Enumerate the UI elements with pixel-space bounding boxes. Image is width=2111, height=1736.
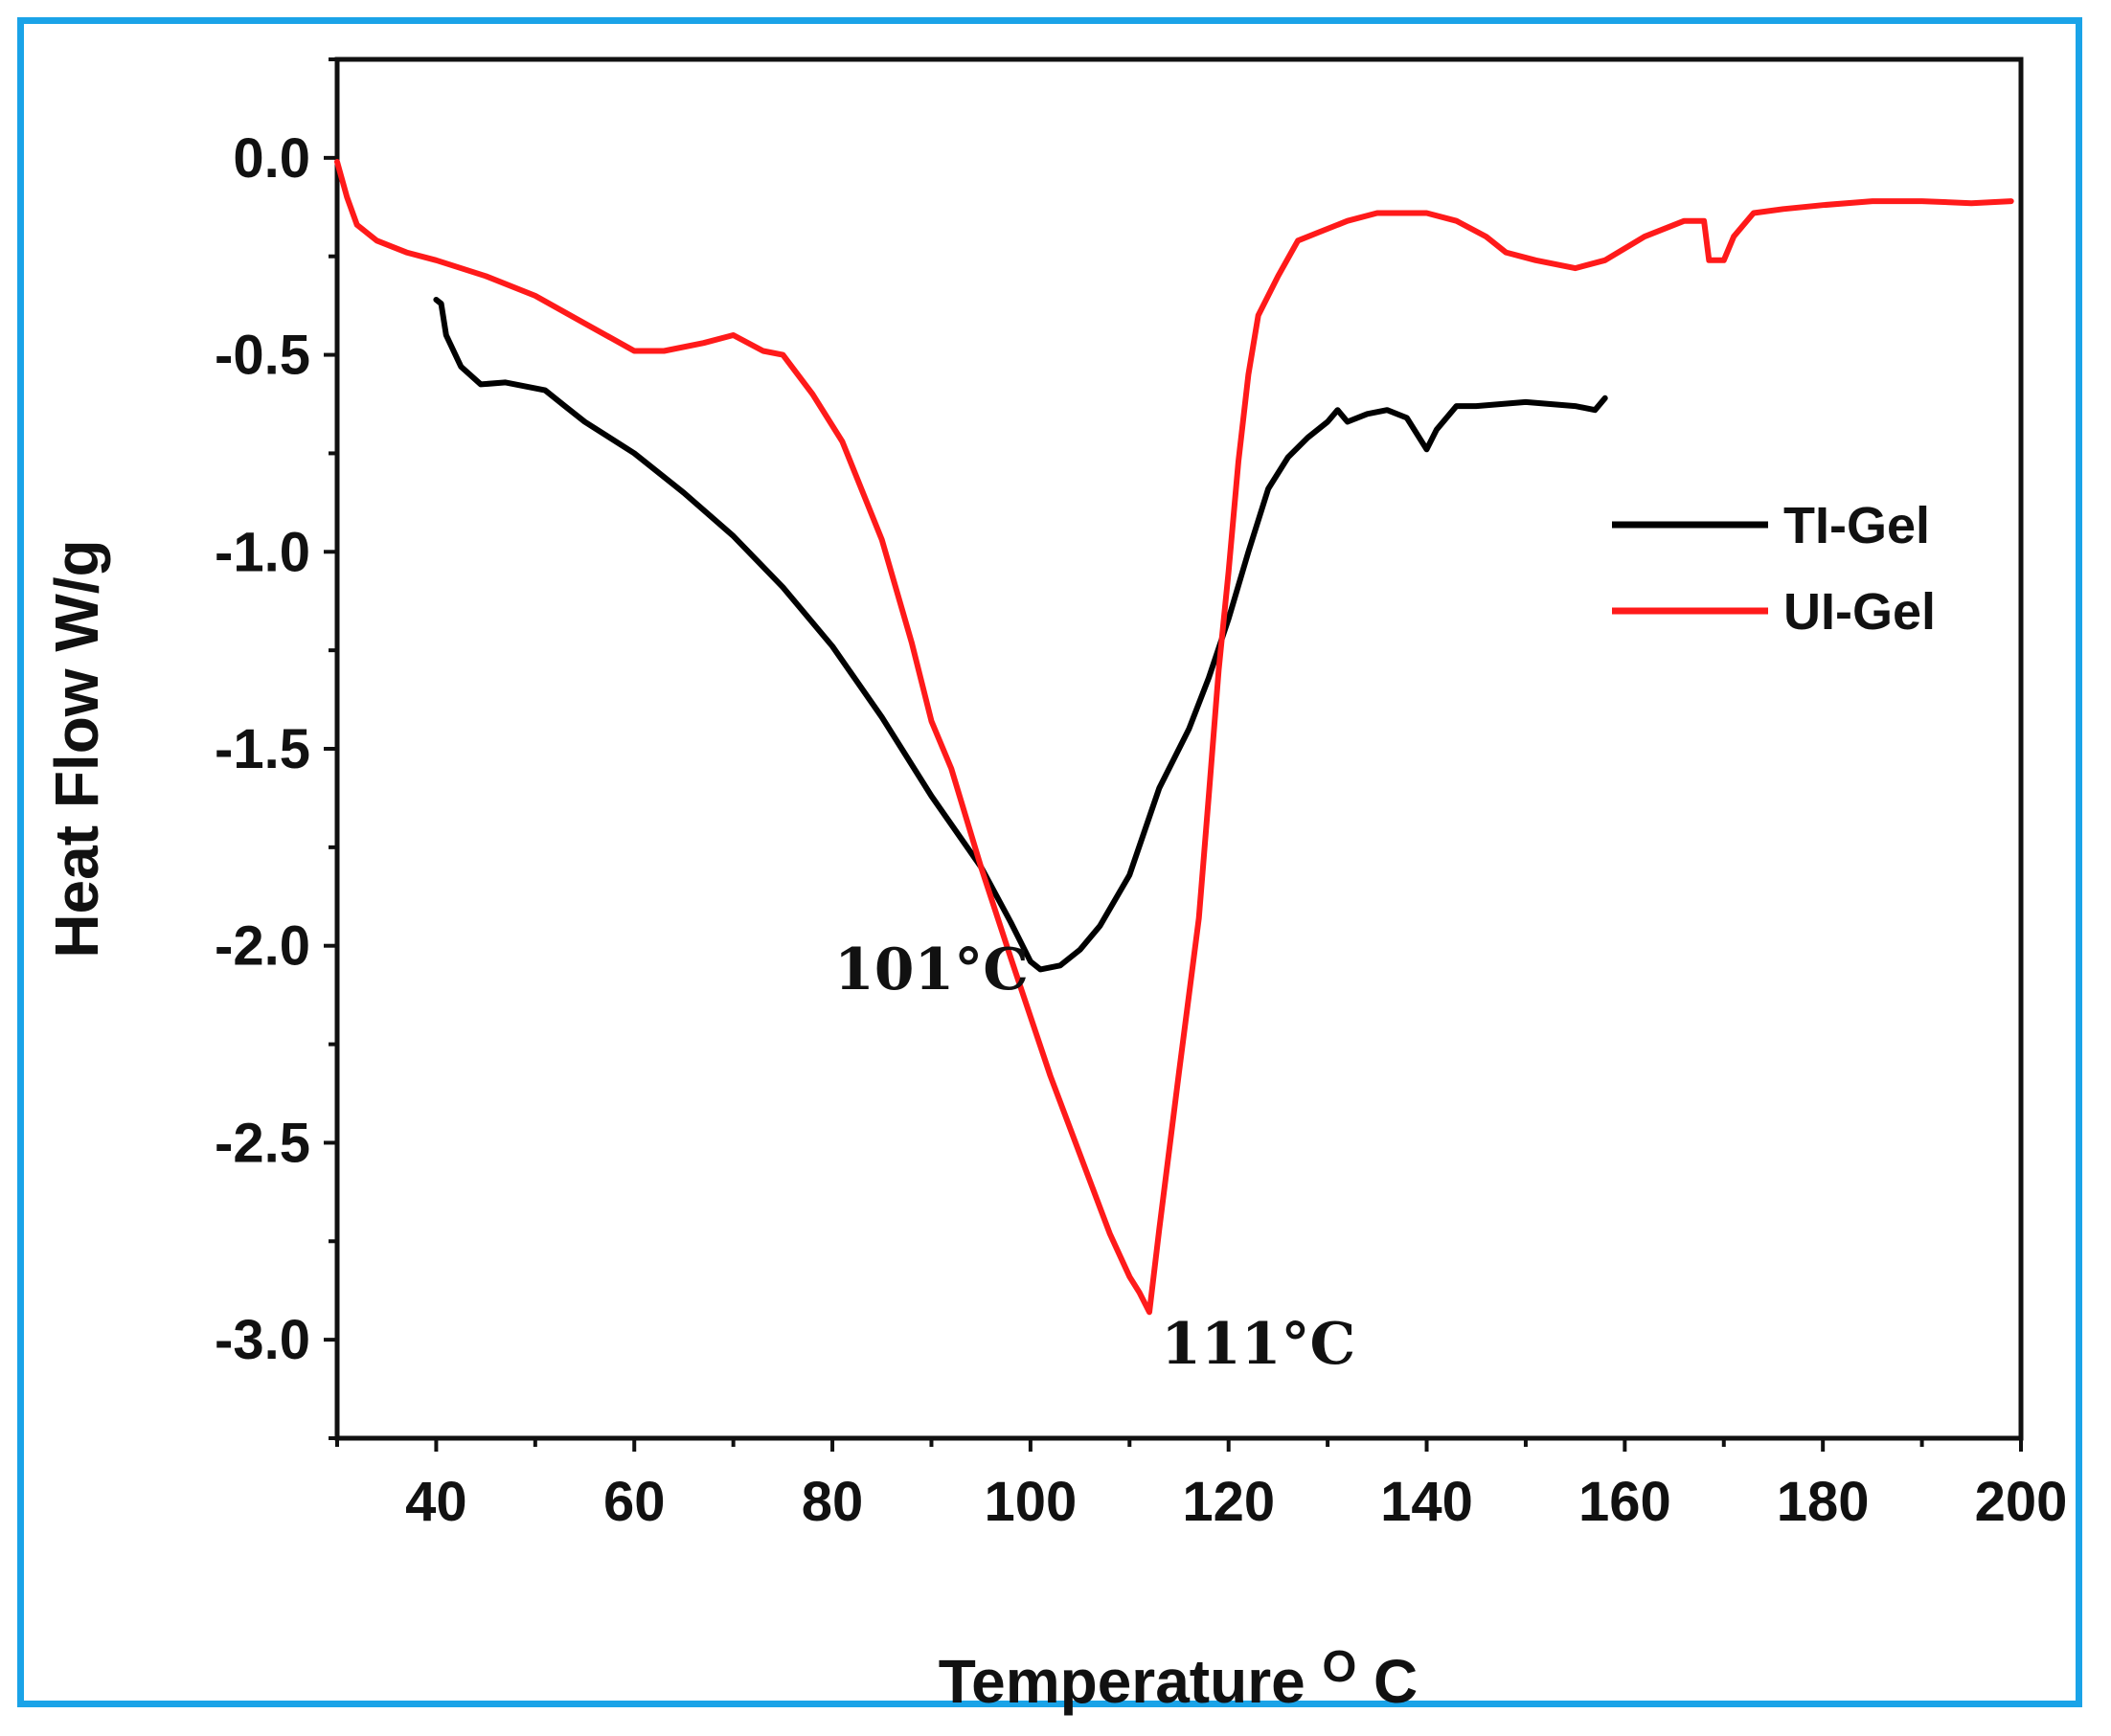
y-tick-label: -2.5 — [215, 1112, 310, 1174]
series-line-ui-gel — [334, 159, 2014, 1316]
y-tick-label: 0.0 — [233, 127, 310, 190]
x-tick-label: 40 — [405, 1471, 467, 1533]
peak-annotation: 101°C — [834, 936, 1029, 1003]
y-axis-ticks: 0.0 -0.5 -1.0 -1.5 -2.0 -2.5 -3.0 — [215, 57, 337, 1440]
y-axis-title: Heat Flow W/g — [42, 539, 111, 958]
legend: TI-Gel UI-Gel — [1612, 497, 1936, 641]
x-tick-label: 180 — [1777, 1471, 1870, 1533]
x-tick-label: 80 — [802, 1471, 864, 1533]
y-tick-label: -0.5 — [215, 325, 310, 387]
y-tick-label: -1.5 — [215, 718, 310, 780]
figure-frame — [17, 17, 2082, 1707]
x-tick-label: 100 — [984, 1471, 1077, 1533]
legend-label-ui-gel: UI-Gel — [1783, 583, 1936, 641]
series-line-ti-gel — [433, 297, 1608, 973]
x-axis-ticks: 40 60 80 100 120 140 160 180 200 — [335, 1438, 2068, 1533]
y-tick-label: -1.0 — [215, 521, 310, 583]
x-tick-label: 60 — [603, 1471, 666, 1533]
y-tick-label: -2.0 — [215, 915, 310, 978]
x-tick-label: 120 — [1182, 1471, 1275, 1533]
peak-annotation: 111°C — [1161, 1311, 1355, 1378]
x-axis-title-superscript: O — [1322, 1641, 1356, 1691]
x-axis-title-unit: C — [1373, 1647, 1418, 1716]
y-tick-label: -3.0 — [215, 1309, 310, 1371]
x-tick-label: 140 — [1380, 1471, 1473, 1533]
x-tick-label: 160 — [1578, 1471, 1671, 1533]
x-axis-title-text: Temperature — [939, 1647, 1305, 1716]
x-axis-title: Temperature O C — [939, 1626, 1419, 1716]
peak-annotations: 101°C 111°C — [834, 936, 1355, 1378]
series-lines — [334, 159, 2014, 1316]
x-tick-label: 200 — [1975, 1471, 2068, 1533]
legend-label-ti-gel: TI-Gel — [1783, 497, 1930, 554]
